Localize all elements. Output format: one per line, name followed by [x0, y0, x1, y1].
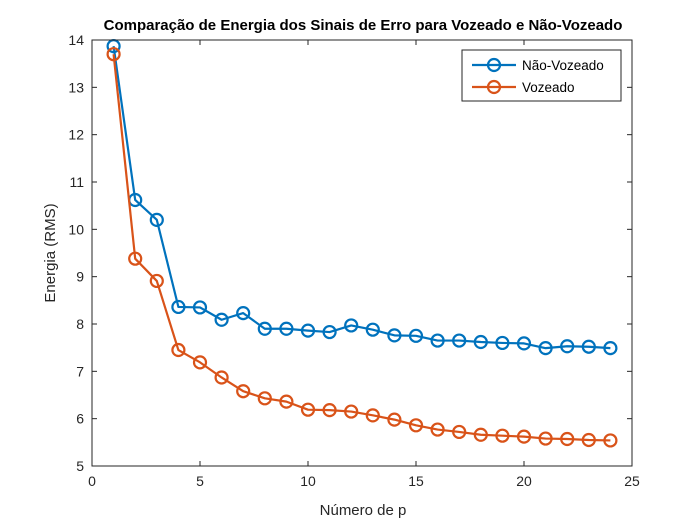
data-point: [214, 312, 229, 327]
data-point: [192, 355, 208, 370]
data-point: [581, 339, 596, 354]
data-point: [365, 408, 380, 423]
data-point: [279, 394, 294, 409]
y-tick-label: 9: [76, 269, 84, 285]
data-point: [128, 251, 143, 266]
legend-marker: [486, 57, 502, 73]
data-point: [538, 341, 553, 356]
series-1: [106, 39, 618, 356]
data-point: [495, 335, 510, 351]
x-axis-label: Número de p: [320, 502, 407, 519]
x-tick-label: 25: [624, 473, 640, 489]
y-tick-label: 7: [76, 363, 84, 379]
y-tick-label: 6: [76, 411, 84, 427]
chart-title: Comparação de Energia dos Sinais de Erro…: [104, 17, 623, 34]
data-point: [344, 404, 359, 419]
data-point: [560, 431, 575, 447]
data-point: [430, 422, 445, 437]
data-point: [257, 391, 272, 406]
legend-label: Não-Vozeado: [522, 58, 604, 73]
plot-background: [92, 40, 632, 466]
series-line: [112, 45, 611, 350]
data-point: [430, 333, 445, 348]
data-point: [300, 402, 316, 417]
y-tick-label: 12: [68, 127, 84, 143]
x-tick-label: 20: [516, 473, 532, 489]
data-point: [322, 324, 337, 340]
legend-label: Vozeado: [522, 80, 575, 95]
data-point: [408, 328, 424, 343]
y-tick-label: 13: [68, 79, 84, 95]
x-tick-label: 10: [300, 473, 316, 489]
data-point: [473, 334, 488, 350]
data-point: [322, 403, 337, 418]
data-point: [365, 322, 380, 337]
data-point: [495, 428, 510, 443]
data-point: [192, 300, 208, 315]
data-point: [279, 321, 294, 336]
data-point: [171, 342, 186, 358]
legend-marker: [486, 79, 502, 95]
data-point: [149, 273, 164, 289]
data-point: [300, 323, 316, 338]
data-point: [236, 384, 251, 399]
y-tick-label: 14: [68, 32, 84, 48]
x-tick-label: 0: [88, 473, 96, 489]
legend: Não-Vozeado Vozeado: [461, 49, 622, 102]
series-line: [112, 54, 611, 442]
data-point: [171, 299, 186, 315]
data-point: [581, 432, 596, 448]
y-tick-label: 8: [76, 316, 84, 332]
axes-box: [91, 39, 633, 467]
data-point: [106, 47, 121, 62]
legend-box: [461, 49, 622, 102]
plot-area: [92, 40, 632, 466]
x-tick-label: 15: [408, 473, 424, 489]
y-tick-label: 5: [76, 458, 84, 474]
y-axis-label: Energia (RMS): [42, 203, 59, 302]
x-tick-label: 5: [196, 473, 204, 489]
data-point: [516, 336, 532, 351]
data-point: [473, 427, 488, 442]
data-point: [603, 433, 618, 448]
y-tick-label: 10: [68, 221, 84, 237]
data-point: [344, 318, 359, 333]
legend-item: Não-Vozeado: [472, 57, 604, 73]
data-point: [516, 429, 532, 444]
data-point: [452, 333, 467, 348]
data-point: [560, 339, 575, 354]
data-point: [236, 306, 251, 321]
y-tick-label: 11: [69, 174, 84, 190]
legend-item: Vozeado: [472, 79, 575, 95]
data-point: [257, 321, 272, 336]
data-point: [538, 431, 553, 446]
data-point: [214, 370, 229, 385]
data-point: [408, 418, 424, 433]
data-point: [603, 341, 618, 356]
data-point: [149, 212, 164, 227]
series-2: [106, 47, 618, 448]
series-layer: [106, 39, 618, 448]
data-point: [387, 412, 402, 427]
data-point: [387, 328, 402, 343]
data-point: [452, 424, 467, 440]
